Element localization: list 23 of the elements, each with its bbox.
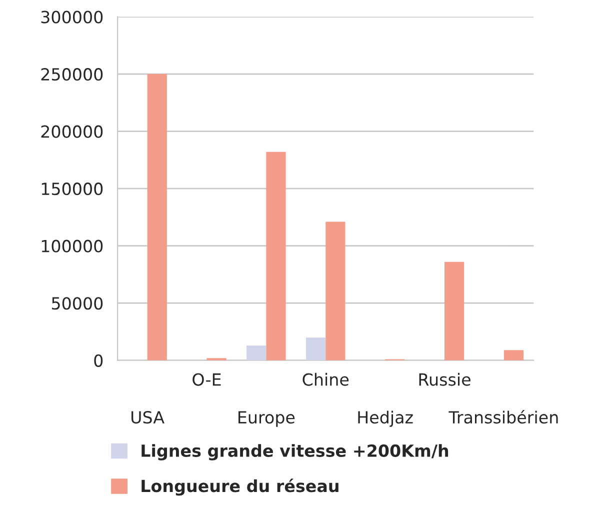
x-tick-label: Transsibérien: [448, 410, 558, 424]
bar: [504, 350, 524, 360]
x-tick-label: USA: [132, 411, 164, 424]
x-tick-label: Chine: [302, 372, 349, 386]
y-tick-label: 300000: [41, 10, 103, 24]
x-tick-label: Russie: [419, 372, 470, 386]
x-tick-label: O-E: [192, 373, 221, 386]
y-tick-label: 250000: [41, 68, 103, 81]
y-tick-label: 150000: [42, 182, 103, 196]
y-tick-label: 200000: [41, 125, 103, 138]
bar: [147, 74, 167, 360]
bar: [306, 337, 326, 360]
bar: [444, 262, 464, 360]
bar: [266, 152, 286, 360]
y-tick-label: 100000: [42, 240, 103, 252]
y-tick-label: 50000: [52, 297, 103, 310]
y-tick-label: 0: [94, 354, 103, 367]
legend-label: Longueure du réseau: [142, 478, 338, 496]
bar: [326, 222, 346, 360]
bar: [246, 345, 266, 360]
x-tick-label: Hedjaz: [358, 410, 413, 427]
legend-label: Lignes grande vitesse +200Km/h: [142, 444, 448, 460]
x-tick-label: Europe: [238, 411, 295, 427]
